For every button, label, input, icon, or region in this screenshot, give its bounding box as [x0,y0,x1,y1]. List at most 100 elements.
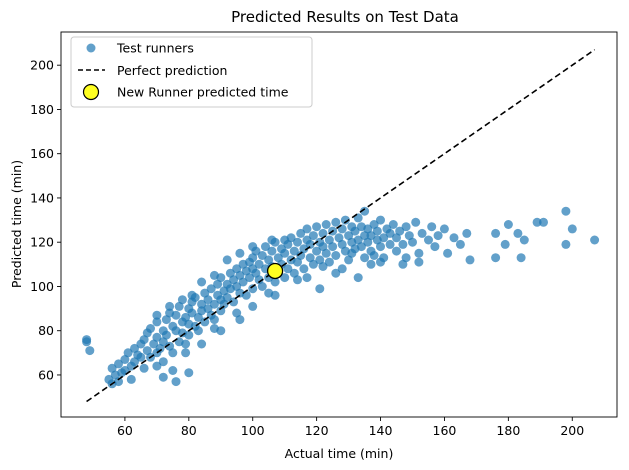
data-point [85,346,95,356]
data-point [296,228,306,238]
data-point [171,377,181,387]
data-point [248,284,258,294]
data-point [433,231,443,241]
legend-marker-test-runners [86,43,96,53]
data-point [280,273,290,283]
data-point [123,348,133,358]
data-point [360,206,370,216]
data-point [289,246,299,256]
data-point [516,253,526,263]
legend-marker-new-runner [82,83,100,101]
data-point [299,264,309,274]
x-tick-label: 160 [433,423,457,438]
data-point [270,277,280,287]
data-point [439,224,449,234]
data-point [238,277,248,287]
data-point [392,246,401,256]
data-point [206,284,216,294]
data-point [462,228,472,238]
data-point [369,251,379,260]
data-point [171,310,181,320]
data-point [181,312,191,322]
data-point [257,282,267,291]
data-point [146,324,155,333]
data-point [197,299,207,309]
data-point [152,310,162,320]
data-point [414,257,424,267]
data-point [392,233,401,243]
plot-area [82,49,600,403]
data-point [321,220,331,229]
data-point [254,259,264,269]
x-tick-label: 200 [560,423,584,438]
data-point [184,330,194,340]
data-point [152,332,162,342]
data-point [280,248,290,258]
data-point [197,277,207,287]
data-point [337,239,347,249]
data-point [331,268,341,278]
data-point [114,377,123,387]
x-tick-label: 120 [305,423,329,438]
data-point [561,206,571,216]
data-point [209,299,219,309]
data-point [312,222,322,232]
data-point [519,235,529,245]
data-point [299,244,309,254]
perfect-prediction-line [86,49,596,403]
y-tick-label: 160 [30,146,54,161]
data-point [366,231,376,241]
data-point [139,335,149,345]
data-point [82,337,92,347]
data-point [398,239,408,249]
data-point [193,326,203,336]
data-point [209,315,219,325]
y-tick-label: 80 [38,323,54,338]
data-point [318,262,328,271]
data-point [222,255,232,265]
data-point [321,248,331,258]
data-point [376,215,385,225]
data-point [491,228,501,238]
data-point [158,372,168,382]
data-point [379,233,389,243]
data-point [363,224,373,234]
data-point [385,239,395,249]
data-point [308,259,318,269]
data-point [408,237,417,247]
legend-label-test-runners: Test runners [116,41,194,56]
x-tick-label: 180 [496,423,520,438]
data-point [139,363,149,373]
data-point [126,374,136,384]
data-point [174,301,184,311]
data-point [398,259,408,269]
data-point [181,348,191,358]
data-point [216,326,226,336]
data-point [532,217,542,227]
data-point [401,222,411,232]
data-point [168,348,178,358]
data-point [248,242,258,252]
legend-label-new-runner: New Runner predicted time [117,85,289,100]
data-point [235,315,245,325]
data-point [340,215,350,225]
data-point [296,251,306,260]
data-point [395,226,405,236]
data-point [315,284,325,294]
data-point [455,239,465,249]
data-point [567,224,577,234]
data-point [283,264,293,274]
data-point [539,217,548,227]
x-tick-label: 60 [117,423,133,438]
data-point [165,301,175,311]
data-point [424,235,433,245]
data-point [286,233,296,243]
data-point [293,237,302,247]
data-point [149,339,159,349]
data-point [503,220,513,229]
data-point [120,355,130,364]
x-tick-label: 140 [369,423,393,438]
data-point [590,235,600,245]
data-point [219,299,229,309]
